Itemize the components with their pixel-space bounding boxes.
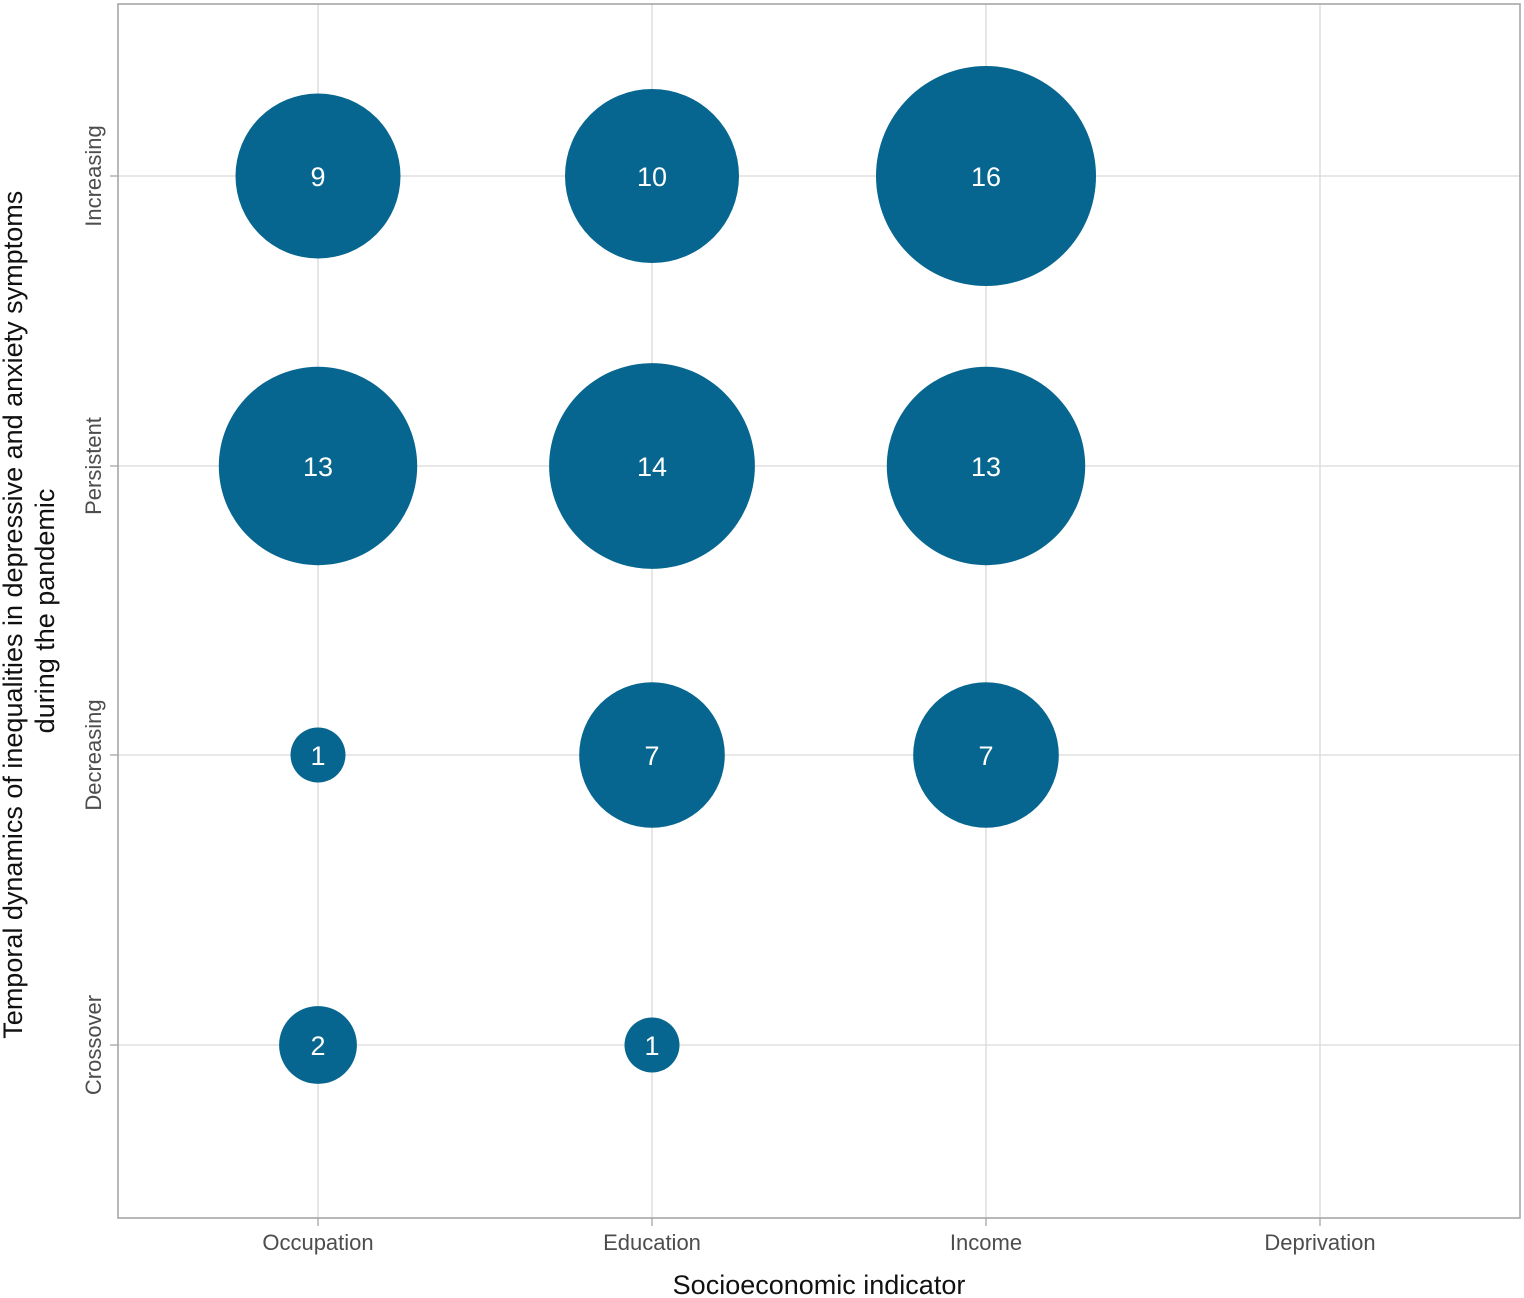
bubble-education-decreasing xyxy=(579,682,725,828)
y-tick-label-persistent: Persistent xyxy=(81,417,106,515)
bubble-occupation-increasing xyxy=(235,93,401,259)
bubble-label-occupation-crossover: 2 xyxy=(310,1031,325,1061)
y-tick-label-increasing: Increasing xyxy=(81,125,106,227)
bubble-income-increasing xyxy=(876,66,1096,286)
y-tick-labels: Crossover Decreasing Persistent Increasing xyxy=(81,125,106,1095)
x-tick-label-education: Education xyxy=(603,1230,701,1255)
bubble-label-income-persistent: 13 xyxy=(971,452,1001,482)
y-axis-title-line-2: during the pandemic xyxy=(30,489,60,734)
bubble-education-crossover xyxy=(624,1017,680,1073)
y-axis-title: Temporal dynamics of inequalities in dep… xyxy=(0,183,60,1038)
bubble-label-occupation-persistent: 13 xyxy=(303,452,333,482)
bubble-income-persistent xyxy=(886,366,1086,566)
y-tick-label-decreasing: Decreasing xyxy=(81,699,106,810)
plot-panel-border xyxy=(117,3,1521,1219)
bubble-label-income-increasing: 16 xyxy=(971,162,1001,192)
bubbles: 9 10 16 13 14 13 1 7 7 2 1 xyxy=(218,66,1096,1084)
bubble-label-occupation-decreasing: 1 xyxy=(310,741,325,771)
bubble-label-occupation-increasing: 9 xyxy=(310,162,325,192)
axis-ticks xyxy=(110,175,1321,1226)
y-axis-title-line-1: Temporal dynamics of inequalities in dep… xyxy=(0,191,28,1039)
bubble-income-decreasing xyxy=(913,682,1059,828)
x-axis-title: Socioeconomic indicator xyxy=(673,1270,966,1298)
y-tick-label-crossover: Crossover xyxy=(81,995,106,1095)
x-tick-labels: Occupation Education Income Deprivation xyxy=(262,1230,1375,1255)
x-tick-label-income: Income xyxy=(950,1230,1022,1255)
bubble-label-education-crossover: 1 xyxy=(644,1031,659,1061)
bubble-occupation-decreasing xyxy=(290,727,346,783)
bubble-label-education-persistent: 14 xyxy=(637,452,667,482)
x-tick-label-deprivation: Deprivation xyxy=(1264,1230,1375,1255)
bubble-occupation-crossover xyxy=(279,1006,357,1084)
bubble-education-persistent xyxy=(549,363,755,569)
bubble-label-income-decreasing: 7 xyxy=(978,741,993,771)
bubble-education-increasing xyxy=(565,89,739,263)
x-tick-label-occupation: Occupation xyxy=(262,1230,373,1255)
bubble-label-education-increasing: 10 xyxy=(637,162,667,192)
bubble-label-education-decreasing: 7 xyxy=(644,741,659,771)
bubble-occupation-persistent xyxy=(218,366,418,566)
